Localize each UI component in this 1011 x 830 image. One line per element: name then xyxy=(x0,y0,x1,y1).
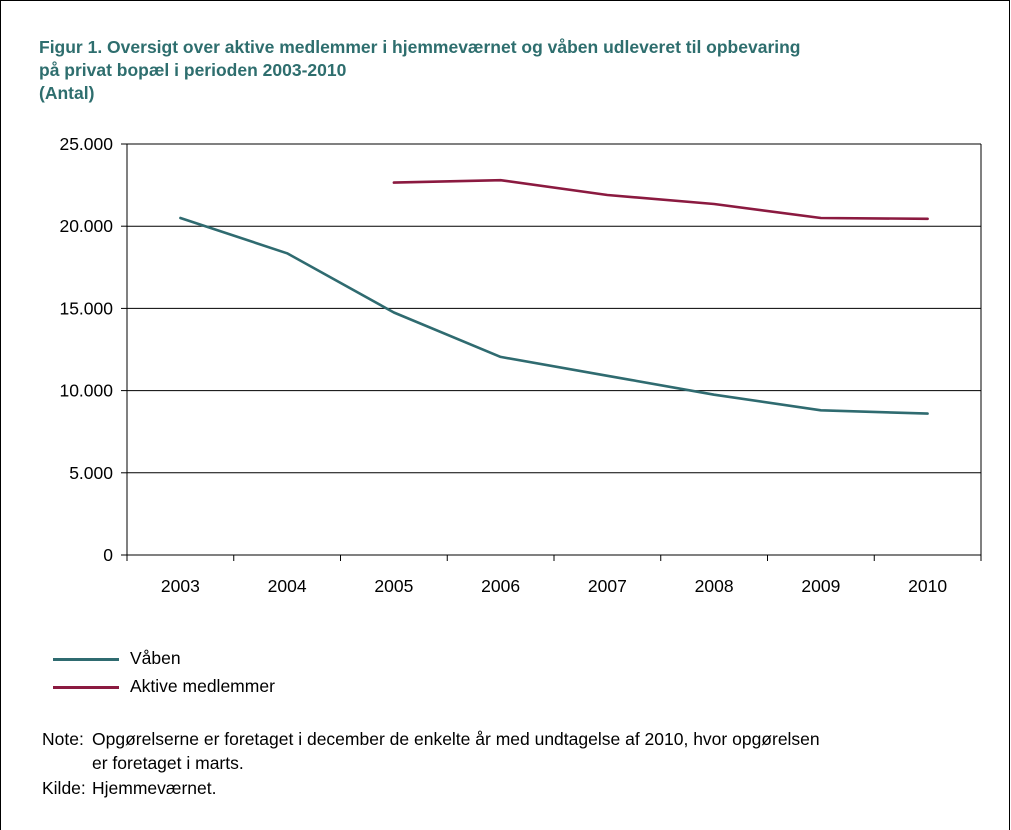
x-tick-label: 2008 xyxy=(695,576,734,596)
figure-title-line-2: på privat bopæl i perioden 2003-2010 xyxy=(39,60,347,80)
y-tick-label: 20.000 xyxy=(59,216,113,236)
note-text-line-1: Opgørelserne er foretaget i december de … xyxy=(92,729,820,749)
x-tick-label: 2009 xyxy=(801,576,840,596)
figure-title-line-1: Figur 1. Oversigt over aktive medlemmer … xyxy=(39,37,801,57)
legend-label-vaaben: Våben xyxy=(130,648,181,668)
series-lines xyxy=(179,178,929,415)
series-line-vaaben xyxy=(179,216,929,415)
x-tick-label: 2006 xyxy=(481,576,520,596)
x-tick-label: 2010 xyxy=(908,576,947,596)
note-label: Note: xyxy=(42,729,84,749)
gridlines xyxy=(127,143,981,474)
figure-title-line-3: (Antal) xyxy=(39,83,95,103)
source-label: Kilde: xyxy=(42,778,86,798)
source-text: Hjemmeværnet. xyxy=(92,778,217,798)
legend-swatch-aktive-medlemmer xyxy=(53,686,119,689)
legend-label-aktive-medlemmer: Aktive medlemmer xyxy=(130,676,275,696)
legend-swatch-vaaben xyxy=(53,658,119,661)
x-tick-label: 2005 xyxy=(374,576,413,596)
y-tick-label: 5.000 xyxy=(69,463,113,483)
x-tick-label: 2007 xyxy=(588,576,627,596)
y-tick-label: 25.000 xyxy=(59,134,113,154)
y-tick-label: 0 xyxy=(103,545,113,565)
x-tick-label: 2004 xyxy=(268,576,307,596)
x-tick-label: 2003 xyxy=(161,576,200,596)
note-text-line-2: er foretaget i marts. xyxy=(92,753,244,773)
axes: 0 5.000 10.000 15.000 20.000 25.000 2003 2004 20… xyxy=(59,134,982,596)
y-tick-label: 15.000 xyxy=(59,298,113,318)
y-tick-label: 10.000 xyxy=(59,381,113,401)
series-line-aktive-medlemmer xyxy=(392,178,929,221)
